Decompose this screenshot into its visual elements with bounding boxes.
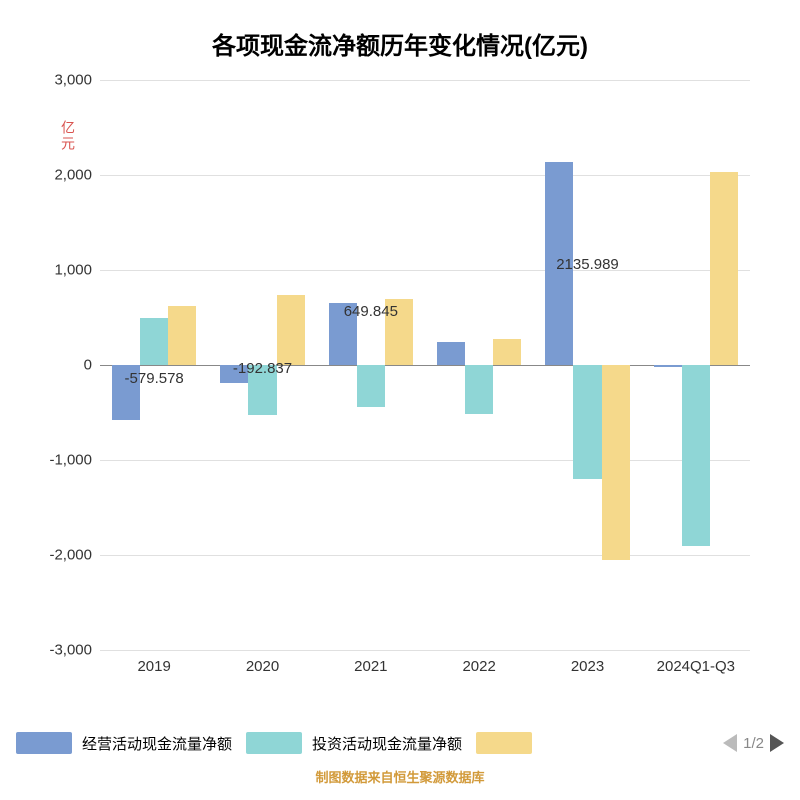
bar-group xyxy=(654,80,739,650)
bar-group xyxy=(545,80,630,650)
y-tick-label: -3,000 xyxy=(22,642,92,659)
legend: 经营活动现金流量净额 投资活动现金流量净额 1/2 xyxy=(0,728,800,758)
x-tick-label: 2021 xyxy=(354,658,387,675)
bar[interactable] xyxy=(277,295,305,365)
chart-title: 各项现金流净额历年变化情况(亿元) xyxy=(0,0,800,61)
bar-group xyxy=(112,80,197,650)
legend-swatch-0 xyxy=(16,732,72,754)
y-axis-label: 亿元 xyxy=(58,120,78,152)
bar-group xyxy=(437,80,522,650)
pager-next-icon[interactable] xyxy=(770,734,784,752)
y-tick-label: 0 xyxy=(22,357,92,374)
y-tick-label: -2,000 xyxy=(22,547,92,564)
y-tick-label: 3,000 xyxy=(22,72,92,89)
y-tick-label: 1,000 xyxy=(22,262,92,279)
grid-line xyxy=(100,365,750,366)
bar[interactable] xyxy=(682,365,710,546)
x-tick-label: 2020 xyxy=(246,658,279,675)
legend-label-0: 经营活动现金流量净额 xyxy=(82,733,232,754)
bar[interactable] xyxy=(357,365,385,407)
x-tick-label: 2022 xyxy=(462,658,495,675)
x-tick-label: 2019 xyxy=(137,658,170,675)
legend-item-2[interactable] xyxy=(476,732,542,754)
bar[interactable] xyxy=(493,339,521,365)
pager-prev-icon[interactable] xyxy=(723,734,737,752)
legend-item-0[interactable]: 经营活动现金流量净额 xyxy=(16,732,232,754)
plot-area: -3,000-2,000-1,00001,0002,0003,000201920… xyxy=(100,80,750,650)
legend-label-1: 投资活动现金流量净额 xyxy=(312,733,462,754)
legend-swatch-2 xyxy=(476,732,532,754)
grid-line xyxy=(100,270,750,271)
bar[interactable] xyxy=(140,318,168,366)
source-text: 制图数据来自恒生聚源数据库 xyxy=(0,767,800,786)
y-tick-label: 2,000 xyxy=(22,167,92,184)
bar[interactable] xyxy=(710,172,738,365)
legend-pager: 1/2 xyxy=(723,734,784,752)
pager-text: 1/2 xyxy=(743,735,764,752)
legend-item-1[interactable]: 投资活动现金流量净额 xyxy=(246,732,462,754)
data-label: -579.578 xyxy=(125,370,184,387)
grid-line xyxy=(100,650,750,651)
x-tick-label: 2024Q1-Q3 xyxy=(657,658,735,675)
y-tick-label: -1,000 xyxy=(22,452,92,469)
data-label: 649.845 xyxy=(344,303,398,320)
grid-line xyxy=(100,460,750,461)
bar-group xyxy=(329,80,414,650)
bar[interactable] xyxy=(168,306,196,365)
bar[interactable] xyxy=(465,365,493,414)
bar[interactable] xyxy=(602,365,630,560)
data-label: -192.837 xyxy=(233,360,292,377)
grid-line xyxy=(100,555,750,556)
bar[interactable] xyxy=(573,365,601,479)
data-label: 2135.989 xyxy=(556,256,619,273)
x-tick-label: 2023 xyxy=(571,658,604,675)
grid-line xyxy=(100,175,750,176)
bar[interactable] xyxy=(654,365,682,367)
grid-line xyxy=(100,80,750,81)
legend-swatch-1 xyxy=(246,732,302,754)
bar[interactable] xyxy=(437,342,465,365)
